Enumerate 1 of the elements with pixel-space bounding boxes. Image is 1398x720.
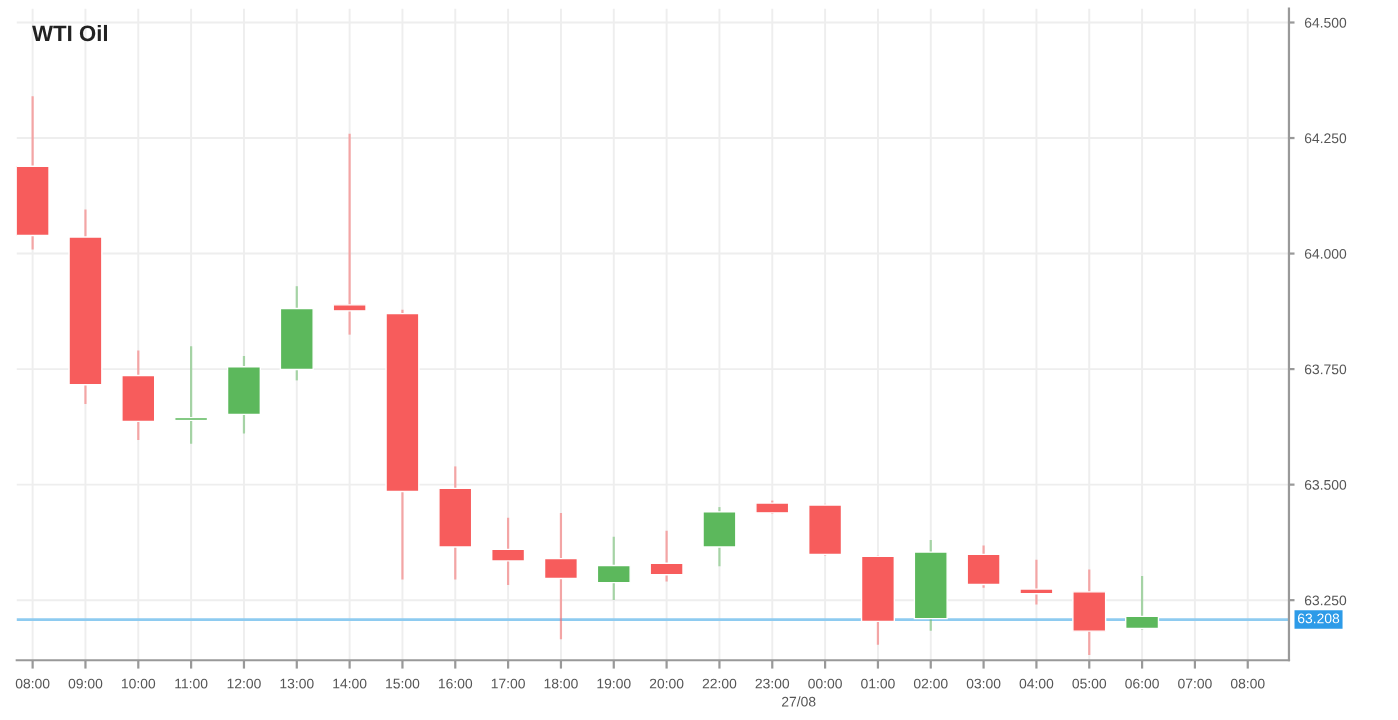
text: WTI Oil xyxy=(32,24,107,42)
